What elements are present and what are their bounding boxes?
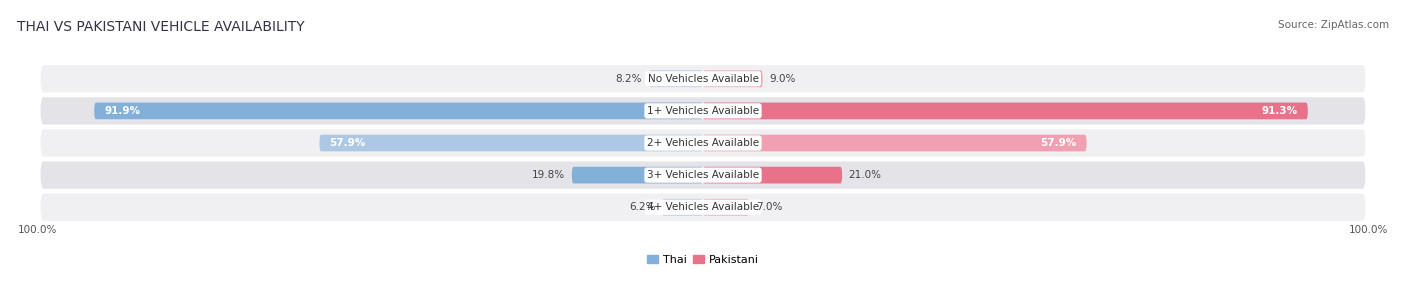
Text: No Vehicles Available: No Vehicles Available: [648, 74, 758, 84]
Text: 6.2%: 6.2%: [628, 202, 655, 212]
Text: 19.8%: 19.8%: [531, 170, 565, 180]
FancyBboxPatch shape: [41, 97, 1365, 124]
Text: 8.2%: 8.2%: [616, 74, 643, 84]
Text: Source: ZipAtlas.com: Source: ZipAtlas.com: [1278, 20, 1389, 30]
FancyBboxPatch shape: [41, 129, 1365, 157]
Text: 1+ Vehicles Available: 1+ Vehicles Available: [647, 106, 759, 116]
Text: 91.9%: 91.9%: [104, 106, 141, 116]
Text: 100.0%: 100.0%: [1350, 225, 1389, 235]
FancyBboxPatch shape: [41, 194, 1365, 221]
Text: 4+ Vehicles Available: 4+ Vehicles Available: [647, 202, 759, 212]
FancyBboxPatch shape: [41, 65, 1365, 92]
FancyBboxPatch shape: [703, 199, 749, 216]
FancyBboxPatch shape: [703, 167, 842, 183]
Text: THAI VS PAKISTANI VEHICLE AVAILABILITY: THAI VS PAKISTANI VEHICLE AVAILABILITY: [17, 20, 305, 34]
Text: 57.9%: 57.9%: [329, 138, 366, 148]
Text: 100.0%: 100.0%: [17, 225, 56, 235]
Text: 57.9%: 57.9%: [1040, 138, 1077, 148]
FancyBboxPatch shape: [319, 135, 703, 151]
FancyBboxPatch shape: [662, 199, 703, 216]
FancyBboxPatch shape: [703, 103, 1308, 119]
FancyBboxPatch shape: [572, 167, 703, 183]
Text: 91.3%: 91.3%: [1261, 106, 1298, 116]
Text: 3+ Vehicles Available: 3+ Vehicles Available: [647, 170, 759, 180]
FancyBboxPatch shape: [703, 135, 1087, 151]
FancyBboxPatch shape: [41, 162, 1365, 189]
Text: 21.0%: 21.0%: [849, 170, 882, 180]
FancyBboxPatch shape: [94, 103, 703, 119]
FancyBboxPatch shape: [648, 70, 703, 87]
FancyBboxPatch shape: [703, 70, 762, 87]
Text: 7.0%: 7.0%: [756, 202, 782, 212]
Text: 2+ Vehicles Available: 2+ Vehicles Available: [647, 138, 759, 148]
Legend: Thai, Pakistani: Thai, Pakistani: [643, 250, 763, 269]
Text: 9.0%: 9.0%: [769, 74, 796, 84]
